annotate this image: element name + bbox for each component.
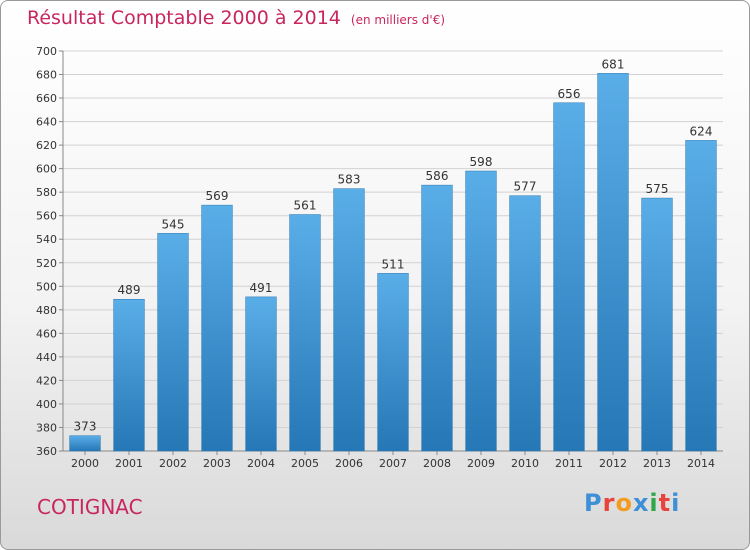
y-tick-label: 620: [36, 139, 57, 152]
bars: [69, 73, 717, 452]
bar-2007: [377, 273, 409, 452]
y-tick-label: 700: [36, 45, 57, 58]
y-tick-label: 380: [36, 421, 57, 434]
bar-2002: [157, 233, 189, 452]
bar-2008: [421, 184, 453, 452]
y-tick-label: 560: [36, 210, 57, 223]
x-tick-label-2000: 2000: [71, 457, 99, 470]
y-tick-label: 520: [36, 257, 57, 270]
x-tick-label-2003: 2003: [203, 457, 231, 470]
data-label-2001: 489: [118, 283, 141, 297]
data-label-2004: 491: [250, 281, 273, 295]
bar-2014: [685, 140, 717, 452]
x-tick-label-2001: 2001: [115, 457, 143, 470]
data-label-2003: 569: [206, 189, 229, 203]
bar-2004: [245, 296, 277, 452]
y-tick-label: 640: [36, 116, 57, 129]
data-label-2005: 561: [294, 199, 317, 213]
logo-letter: t: [658, 489, 672, 517]
data-label-2014: 624: [690, 124, 713, 138]
x-tick-label-2004: 2004: [247, 457, 275, 470]
bar-2011: [553, 102, 585, 452]
x-tick-label-2007: 2007: [379, 457, 407, 470]
y-tick-label: 420: [36, 374, 57, 387]
bar-2006: [333, 188, 365, 452]
data-label-2009: 598: [470, 155, 493, 169]
x-tick-label-2006: 2006: [335, 457, 363, 470]
data-label-2012: 681: [602, 57, 625, 71]
data-label-2013: 575: [646, 182, 669, 196]
commune-name: COTIGNAC: [37, 495, 143, 519]
y-tick-label: 680: [36, 69, 57, 82]
data-label-2011: 656: [558, 87, 581, 101]
y-tick-label: 440: [36, 351, 57, 364]
x-tick-label-2013: 2013: [643, 457, 671, 470]
bar-2000: [69, 435, 101, 452]
chart-subtitle: (en milliers d'€): [350, 13, 446, 27]
data-labels: 373 489 545 569 491 561 583 511 586 598 577 656 681 5…: [74, 57, 713, 433]
x-tick-label-2012: 2012: [599, 457, 627, 470]
data-label-2006: 583: [338, 173, 361, 187]
bar-2009: [465, 170, 497, 452]
x-tick-label-2009: 2009: [467, 457, 495, 470]
y-tick-label: 460: [36, 327, 57, 340]
proxiti-logo[interactable]: Proxiti: [584, 489, 680, 517]
bar-2001: [113, 298, 145, 452]
y-tick-label: 580: [36, 186, 57, 199]
bar-2003: [201, 204, 233, 452]
y-tick-label: 360: [36, 445, 57, 458]
x-tick-label-2008: 2008: [423, 457, 451, 470]
logo-letter: i: [649, 489, 659, 517]
axes: 360 380 400 420 440 460 480 500 520 540 560 580 600 6…: [36, 45, 723, 470]
logo-letter: x: [632, 489, 650, 517]
data-label-2007: 511: [382, 257, 405, 271]
y-tick-label: 600: [36, 163, 57, 176]
data-label-2008: 586: [426, 169, 449, 183]
x-tick-label-2002: 2002: [159, 457, 187, 470]
data-label-2002: 545: [162, 217, 185, 231]
logo-letter: o: [615, 489, 633, 517]
logo-letter: P: [584, 489, 603, 517]
logo-letter: r: [602, 489, 616, 517]
x-tick-label-2014: 2014: [687, 457, 715, 470]
y-tick-label: 660: [36, 92, 57, 105]
x-tick-label-2011: 2011: [555, 457, 583, 470]
bar-2012: [597, 73, 629, 452]
bar-2013: [641, 197, 673, 452]
chart-title: Résultat Comptable 2000 à 2014: [27, 7, 341, 29]
logo-letter: i: [671, 489, 681, 517]
y-tick-label: 480: [36, 304, 57, 317]
x-tick-label-2005: 2005: [291, 457, 319, 470]
data-label-2010: 577: [514, 180, 537, 194]
x-tick-label-2010: 2010: [511, 457, 539, 470]
y-tick-label: 500: [36, 280, 57, 293]
y-tick-label: 540: [36, 233, 57, 246]
chart-title-block: Résultat Comptable 2000 à 2014 (en millie…: [27, 7, 445, 29]
y-tick-label: 400: [36, 398, 57, 411]
data-label-2000: 373: [74, 420, 97, 434]
bar-2005: [289, 214, 321, 452]
bar-2010: [509, 195, 541, 452]
